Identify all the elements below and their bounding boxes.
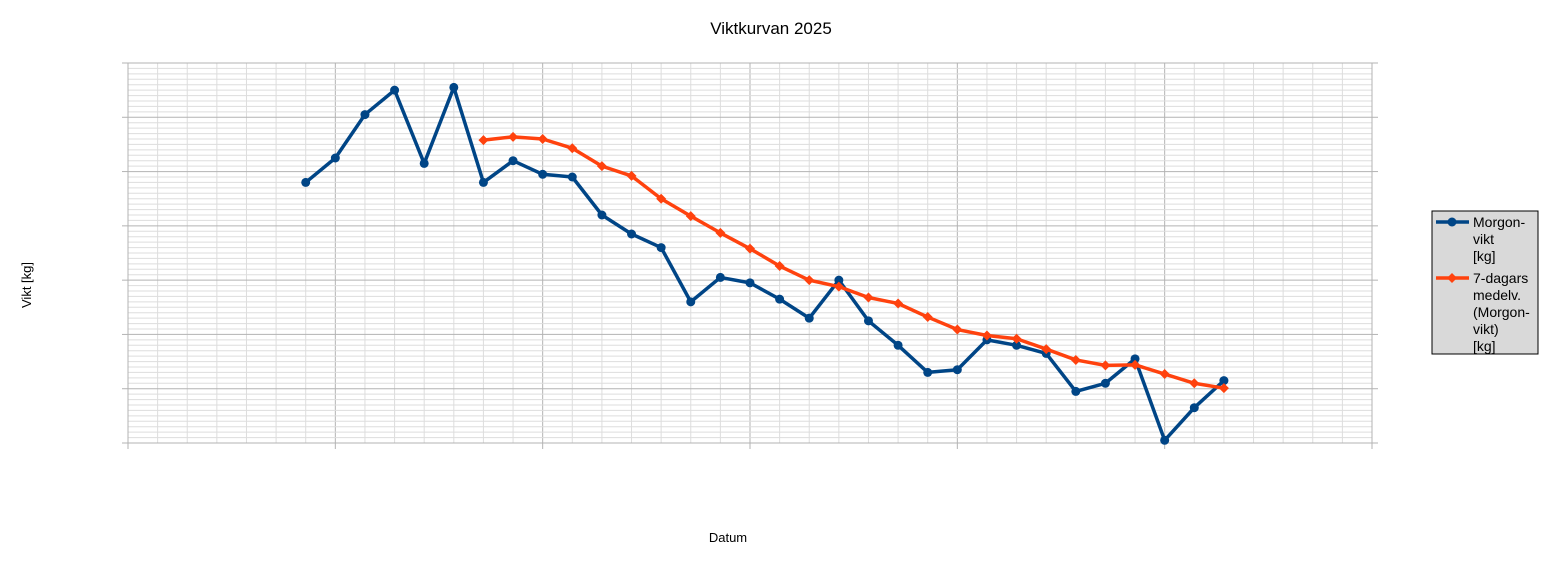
data-point (1130, 359, 1141, 370)
data-point (715, 272, 725, 282)
data-point (834, 275, 844, 285)
data-point (508, 131, 519, 142)
legend-box (1431, 210, 1539, 355)
data-point (775, 294, 785, 304)
data-point (981, 330, 992, 341)
data-point (1100, 360, 1111, 371)
data-point (1160, 435, 1170, 445)
series-layer (301, 82, 1229, 445)
data-point (626, 170, 637, 181)
data-point (1218, 383, 1229, 394)
legend-label-1: Morgon-vikt [kg] (1473, 214, 1525, 264)
legend-label-2: 7-dagars medelv. (Morgon-vikt) [kg] (1473, 270, 1530, 354)
series-2 (478, 131, 1229, 394)
data-point (685, 211, 696, 222)
data-point (1189, 403, 1199, 413)
y-axis-right (1372, 62, 1378, 444)
data-point (804, 313, 814, 323)
data-point (922, 312, 933, 323)
data-point (1011, 333, 1022, 344)
data-point (745, 243, 755, 254)
data-point (1189, 378, 1200, 389)
data-point (774, 261, 785, 272)
data-point (596, 161, 607, 172)
legend: Morgon-vikt [kg] 7-dagars medelv. (Morgon-vi… (1431, 210, 1539, 355)
y-axis-left (122, 62, 128, 444)
series-line (483, 135, 1225, 390)
legend-swatch-marker (1447, 217, 1457, 227)
data-point (893, 298, 904, 309)
data-point (1130, 354, 1140, 364)
data-point (330, 153, 340, 163)
x-axis-title: Datum (709, 530, 747, 545)
data-point (1071, 386, 1081, 396)
data-point (863, 316, 873, 326)
data-point (478, 177, 488, 187)
data-point (923, 367, 933, 377)
data-point (1012, 340, 1022, 350)
data-point (863, 292, 874, 303)
data-point (1159, 369, 1170, 380)
data-point (567, 143, 578, 154)
data-point (804, 275, 815, 286)
plot-grid (128, 63, 1372, 443)
data-point (893, 340, 903, 350)
series-line (304, 85, 1226, 443)
data-point (597, 210, 607, 220)
data-point (715, 227, 726, 238)
data-point (360, 110, 370, 120)
data-point (1070, 354, 1081, 365)
data-point (656, 193, 667, 204)
data-point (952, 365, 962, 375)
data-point (449, 82, 459, 92)
chart-title: Viktkurvan 2025 (710, 19, 832, 38)
data-point (301, 177, 311, 187)
data-point (1219, 376, 1229, 386)
data-point (1100, 378, 1110, 388)
data-point (508, 156, 518, 166)
y-axis-title: Vikt [kg] (19, 262, 34, 308)
data-point (390, 85, 400, 95)
data-point (686, 297, 696, 307)
x-axis (127, 443, 1373, 449)
data-point (627, 229, 637, 239)
data-point (1041, 344, 1052, 355)
data-point (745, 278, 755, 288)
data-point (538, 169, 548, 179)
data-point (478, 135, 489, 146)
data-point (567, 172, 577, 182)
data-point (952, 324, 963, 335)
data-point (537, 134, 548, 144)
legend-swatch-marker (1447, 273, 1457, 283)
data-point (656, 243, 666, 253)
data-point (833, 281, 844, 292)
data-point (419, 158, 429, 168)
